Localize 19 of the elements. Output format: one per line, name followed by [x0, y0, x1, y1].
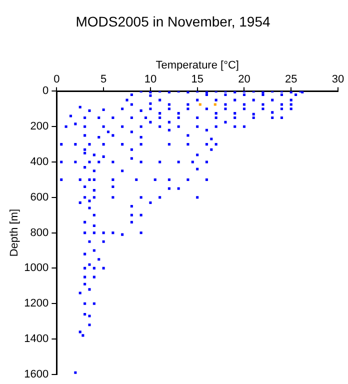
x-tick-label: 10: [144, 74, 157, 86]
y-tick-label: 1000: [24, 262, 49, 274]
x-tick-label: 0: [54, 74, 60, 86]
y-tick-label: 400: [30, 156, 49, 168]
x-tick-label: 5: [100, 74, 107, 86]
x-tick-label: 20: [238, 74, 250, 86]
y-tick-label: 0: [42, 85, 49, 98]
x-tick-label: 15: [191, 74, 204, 86]
y-tick-label: 200: [30, 120, 49, 133]
y-tick-label: 1400: [24, 333, 49, 346]
x-axis-title: Temperature [°C]: [156, 59, 239, 72]
y-tick-label: 600: [30, 191, 49, 204]
x-tick-label: 25: [284, 74, 298, 86]
y-axis-title: Depth [m]: [8, 208, 21, 257]
chart-title: MODS2005 in November, 1954: [76, 13, 270, 30]
x-tick-label: 30: [332, 74, 344, 86]
y-tick-label: 1600: [24, 368, 49, 380]
y-tick-label: 800: [30, 226, 49, 239]
y-tick-label: 1200: [24, 298, 49, 310]
